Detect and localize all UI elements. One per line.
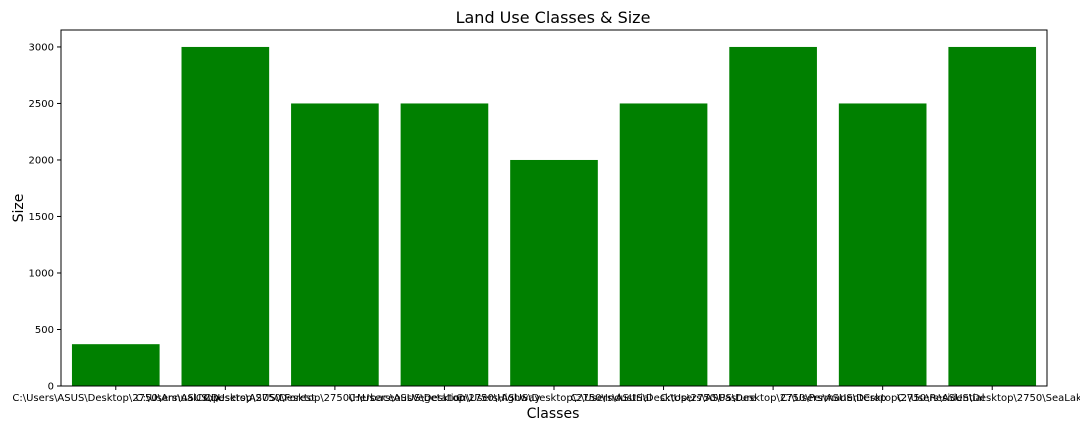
- x-tick-label: C:\Users\ASUS\Desktop\2750\Highway: [348, 393, 540, 404]
- bar-1: [71, 344, 160, 386]
- x-tick-label: C:\Users\ASUS\Desktop\2750\Residential: [781, 393, 985, 404]
- x-tick-label: C:\Users\ASUS\Desktop\2750\HerbaceousVeg…: [204, 393, 466, 404]
- bar-7: [729, 46, 817, 386]
- bar-9: [948, 46, 1037, 386]
- y-tick-label: 500: [35, 325, 54, 336]
- y-tick-label: 3000: [29, 42, 54, 53]
- x-tick-label: C:\Users\ASUS\Desktop\2750\AnnualCrop: [12, 393, 219, 404]
- x-tick-label: C:\Users\ASUS\Desktop\2750\Industrial: [456, 393, 652, 404]
- y-axis-label: Size: [11, 194, 27, 223]
- bars-group: [71, 46, 1037, 386]
- x-tick-label: C:\Users\ASUS\Desktop\2750\Forest: [136, 393, 316, 404]
- y-tick-label: 1500: [29, 212, 54, 223]
- bar-6: [619, 103, 708, 386]
- bar-4: [400, 103, 489, 386]
- plot-area-frame: [60, 29, 1048, 387]
- bar-3: [291, 103, 379, 386]
- x-axis-label: Classes: [527, 406, 580, 422]
- bar-5: [510, 159, 598, 386]
- x-tick-label: C:\Users\ASUS\Desktop\2750\PermanentCrop: [660, 393, 886, 404]
- y-axis-ticks: 0 500 1000 1500 2000 2500 3000: [29, 42, 61, 393]
- x-tick-label: C:\Users\ASUS\Desktop\2750\SeaLake: [897, 393, 1080, 404]
- x-axis-ticks: C:\Users\ASUS\Desktop\2750\AnnualCropC:\…: [12, 386, 1080, 404]
- y-tick-label: 1000: [29, 268, 54, 279]
- x-tick-label: C:\Users\ASUS\Desktop\2750\Pasture: [571, 393, 757, 404]
- y-tick-label: 2000: [29, 155, 54, 166]
- bar-8: [838, 103, 927, 386]
- chart-title: Land Use Classes & Size: [456, 8, 651, 27]
- bar-2: [181, 46, 270, 386]
- y-tick-label: 2500: [29, 99, 54, 110]
- y-tick-label: 0: [48, 382, 54, 393]
